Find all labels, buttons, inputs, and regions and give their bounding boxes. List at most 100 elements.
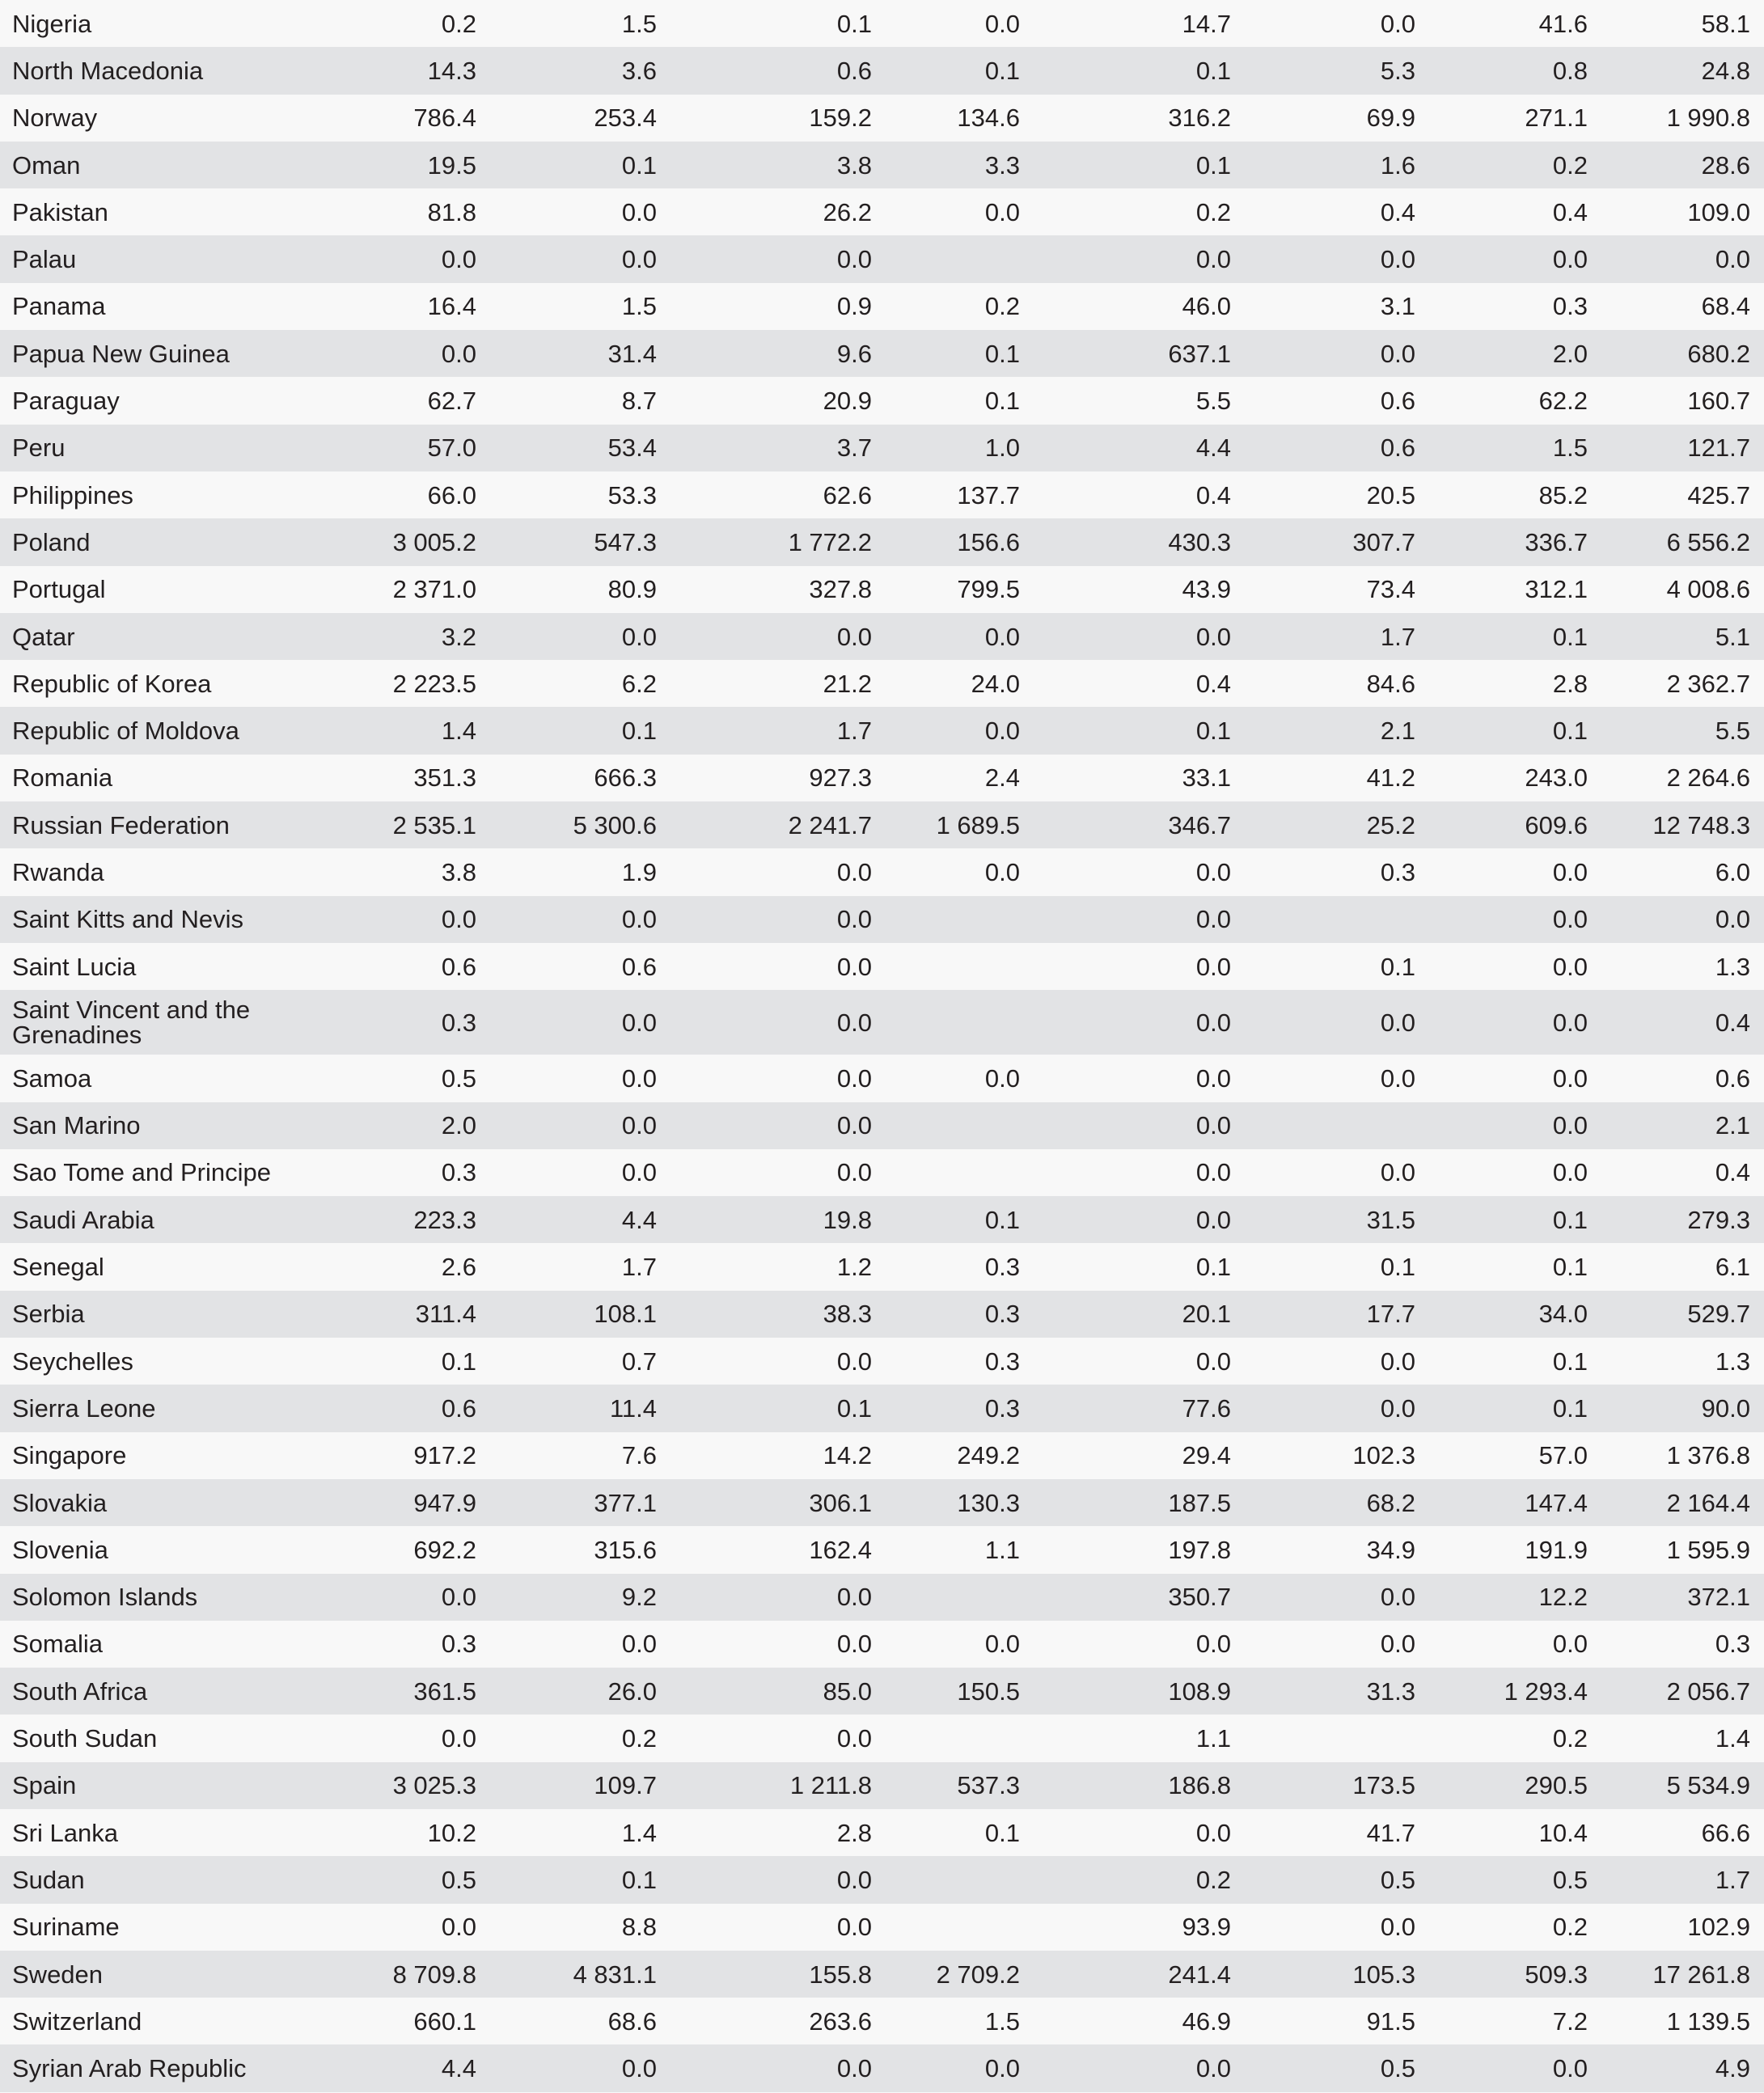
value-cell-col4: 0.0 <box>984 1630 1020 1659</box>
value-cell-col3: 26.2 <box>823 197 872 226</box>
value-cell-col1: 0.0 <box>441 1913 476 1942</box>
country-name: Samoa <box>12 1063 92 1093</box>
value-cell-col7: 0.0 <box>1552 1008 1588 1037</box>
country-name: Qatar <box>12 622 75 651</box>
value-cell-col6: 34.9 <box>1366 1535 1415 1564</box>
table-row: Syrian Arab Republic 4.4 0.0 0.0 0.0 0.0 0.5 0.… <box>0 2044 1764 2092</box>
value-cell-col4: 1.1 <box>984 1535 1020 1564</box>
value-cell-col7: 0.3 <box>1552 292 1588 321</box>
value-cell-col6: 0.0 <box>1380 339 1415 368</box>
value-cell-col1: 2 371.0 <box>392 575 476 604</box>
value-cell-col8: 1.3 <box>1715 1347 1750 1376</box>
value-cell-col6: 91.5 <box>1366 2006 1415 2036</box>
value-cell-col1: 0.6 <box>441 1393 476 1423</box>
value-cell-col6: 1.6 <box>1380 150 1415 180</box>
value-cell-col4: 0.0 <box>984 9 1020 38</box>
table-row: Panama 16.4 1.5 0.9 0.2 46.0 3.1 0.3 68.4 <box>0 282 1764 331</box>
value-cell-col1: 2 535.1 <box>392 810 476 839</box>
value-cell-col3: 2.8 <box>836 1818 872 1847</box>
value-cell-col7: 191.9 <box>1525 1535 1588 1564</box>
country-name: Spain <box>12 1771 77 1800</box>
table-row: North Macedonia 14.3 3.6 0.6 0.1 0.1 5.3 0.8 24.… <box>0 47 1764 95</box>
value-cell-col2: 26.0 <box>607 1677 657 1706</box>
country-name: Portugal <box>12 575 106 604</box>
value-cell-col6: 0.0 <box>1380 1583 1415 1612</box>
value-cell-col7: 10.4 <box>1538 1818 1588 1847</box>
value-cell-col8: 28.6 <box>1701 150 1750 180</box>
value-cell-col3: 14.2 <box>823 1441 872 1470</box>
value-cell-col3: 0.0 <box>836 1724 872 1753</box>
value-cell-col7: 1 293.4 <box>1504 1677 1588 1706</box>
table-row: Papua New Guinea 0.0 31.4 9.6 0.1 637.1 0.0 2.0… <box>0 330 1764 378</box>
value-cell-col4: 137.7 <box>957 480 1020 510</box>
value-cell-col6: 0.0 <box>1380 1008 1415 1037</box>
table-row: Sao Tome and Principe 0.3 0.0 0.0 0.0 0.0 0.0 0… <box>0 1148 1764 1197</box>
table-row: Portugal 2 371.0 80.9 327.8 799.5 43.9 73.4 312… <box>0 565 1764 613</box>
value-cell-col6: 69.9 <box>1366 104 1415 133</box>
value-cell-col1: 8 709.8 <box>392 1960 476 1989</box>
value-cell-col6: 3.1 <box>1380 292 1415 321</box>
value-cell-col3: 0.0 <box>836 857 872 886</box>
value-cell-col4: 24.0 <box>971 669 1020 698</box>
value-cell-col6: 1.7 <box>1380 622 1415 651</box>
value-cell-col8: 1.7 <box>1715 1865 1750 1894</box>
value-cell-col4: 3.3 <box>984 150 1020 180</box>
value-cell-col4: 2.4 <box>984 763 1020 793</box>
value-cell-col6: 41.7 <box>1366 1818 1415 1847</box>
country-name: Panama <box>12 292 106 321</box>
value-cell-col4: 249.2 <box>957 1441 1020 1470</box>
value-cell-col6: 0.1 <box>1380 1253 1415 1282</box>
value-cell-col7: 509.3 <box>1525 1960 1588 1989</box>
table-row: San Marino 2.0 0.0 0.0 0.0 0.0 2.1 <box>0 1101 1764 1149</box>
value-cell-col5: 0.0 <box>1195 1063 1231 1093</box>
value-cell-col2: 0.1 <box>621 150 657 180</box>
country-name: Suriname <box>12 1913 120 1942</box>
value-cell-col8: 680.2 <box>1687 339 1750 368</box>
value-cell-col6: 0.0 <box>1380 1063 1415 1093</box>
value-cell-col1: 2.0 <box>441 1111 476 1140</box>
value-cell-col3: 0.0 <box>836 1158 872 1187</box>
value-cell-col7: 0.5 <box>1552 1865 1588 1894</box>
value-cell-col1: 0.3 <box>441 1008 476 1037</box>
value-cell-col2: 0.0 <box>621 197 657 226</box>
value-cell-col7: 336.7 <box>1525 527 1588 556</box>
value-cell-col7: 0.0 <box>1552 1158 1588 1187</box>
value-cell-col4: 0.0 <box>984 2054 1020 2083</box>
value-cell-col5: 0.1 <box>1195 150 1231 180</box>
value-cell-col3: 0.0 <box>836 1865 872 1894</box>
country-name: Palau <box>12 245 77 274</box>
value-cell-col8: 2.1 <box>1715 1111 1750 1140</box>
value-cell-col3: 0.0 <box>836 1347 872 1376</box>
value-cell-col3: 1 772.2 <box>788 527 872 556</box>
value-cell-col5: 0.0 <box>1195 2054 1231 2083</box>
table-row: Qatar 3.2 0.0 0.0 0.0 0.0 1.7 0.1 5.1 <box>0 612 1764 661</box>
country-name: Saint Vincent and the Grenadines <box>12 996 251 1050</box>
value-cell-col7: 2.0 <box>1552 339 1588 368</box>
value-cell-col6: 0.0 <box>1380 1630 1415 1659</box>
table-row: Saint Vincent and the Grenadines 0.3 0.0 0.… <box>0 990 1764 1055</box>
value-cell-col7: 0.1 <box>1552 1205 1588 1234</box>
value-cell-col7: 609.6 <box>1525 810 1588 839</box>
value-cell-col8: 0.4 <box>1715 1008 1750 1037</box>
value-cell-col5: 186.8 <box>1168 1771 1231 1800</box>
value-cell-col8: 1.3 <box>1715 952 1750 981</box>
country-name: Seychelles <box>12 1347 133 1376</box>
table-row: Saint Lucia 0.6 0.6 0.0 0.0 0.1 0.0 1.3 <box>0 942 1764 991</box>
value-cell-col4: 0.0 <box>984 857 1020 886</box>
value-cell-col3: 19.8 <box>823 1205 872 1234</box>
value-cell-col4: 1.0 <box>984 433 1020 463</box>
value-cell-col3: 0.0 <box>836 2054 872 2083</box>
value-cell-col7: 41.6 <box>1538 9 1588 38</box>
value-cell-col3: 155.8 <box>809 1960 872 1989</box>
value-cell-col6: 68.2 <box>1366 1488 1415 1517</box>
country-name: North Macedonia <box>12 56 204 85</box>
value-cell-col2: 0.0 <box>621 1111 657 1140</box>
value-cell-col4: 0.1 <box>984 1818 1020 1847</box>
value-cell-col1: 0.1 <box>441 1347 476 1376</box>
table-row: Sweden 8 709.8 4 831.1 155.8 2 709.2 241.4 105… <box>0 1950 1764 1998</box>
value-cell-col5: 187.5 <box>1168 1488 1231 1517</box>
value-cell-col8: 1.4 <box>1715 1724 1750 1753</box>
value-cell-col5: 0.0 <box>1195 857 1231 886</box>
value-cell-col7: 0.0 <box>1552 1630 1588 1659</box>
